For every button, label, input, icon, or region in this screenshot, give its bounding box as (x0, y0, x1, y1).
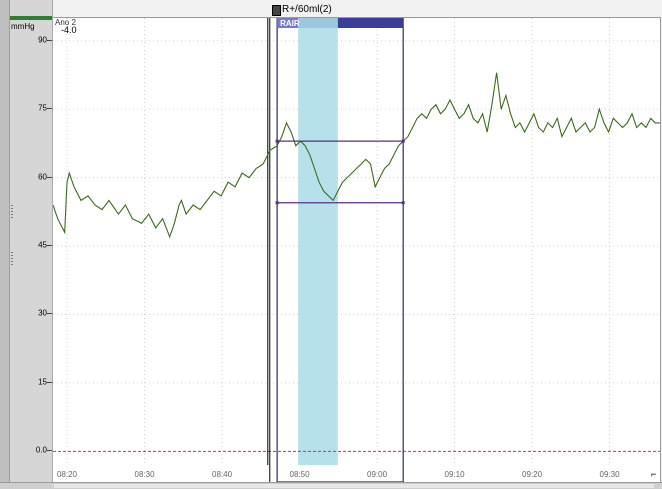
corner-resize-icon[interactable]: ⌐ (651, 469, 657, 479)
event-label: RAIR (280, 19, 300, 28)
y-tick-mark (47, 245, 52, 247)
event-bar-marker[interactable] (337, 18, 404, 28)
plot-area[interactable]: 08:20 08:30 08:40 08:50 09:00 09:10 09:20 09:30… (53, 17, 661, 483)
unit-label: mmHg (11, 22, 35, 31)
x-tick-label: 09:10 (445, 470, 466, 479)
y-tick-label: 45 (38, 240, 47, 250)
y-tick-label: 15 (38, 377, 47, 387)
x-tick-label: 08:50 (290, 470, 311, 479)
bracket-handle[interactable] (275, 139, 279, 143)
resize-grip-icon[interactable] (11, 205, 13, 219)
y-tick-label: 60 (38, 172, 47, 182)
pressure-trace[interactable] (53, 72, 660, 239)
y-tick-mark (47, 313, 52, 315)
x-tick-label: 09:00 (367, 470, 388, 479)
y-tick-mark (47, 450, 52, 452)
y-tick-label: 75 (38, 103, 47, 113)
x-tick-label: 09:30 (600, 470, 621, 479)
comment-marker-icon[interactable] (272, 5, 281, 16)
bracket-handle[interactable] (401, 201, 405, 205)
horizontal-scrollbar[interactable] (0, 482, 662, 489)
pressure-chart[interactable]: 08:20 08:30 08:40 08:50 09:00 09:10 09:20 09:30… (53, 18, 660, 483)
x-tick-label: 08:40 (212, 470, 233, 479)
event-bar-highlight (298, 18, 338, 28)
channel-edge-handle[interactable] (0, 0, 10, 482)
y-axis-panel[interactable] (0, 0, 53, 482)
y-tick-label: 0.0 (35, 445, 47, 455)
x-tick-label: 08:20 (57, 470, 78, 479)
y-tick-mark (47, 39, 52, 41)
y-tick-mark (47, 381, 52, 383)
scrollbar-thumb[interactable] (54, 484, 654, 488)
channel-color-strip (10, 16, 52, 20)
y-tick-label: 90 (38, 35, 47, 45)
event-highlight[interactable] (298, 18, 338, 465)
selection-box[interactable] (276, 18, 404, 483)
channel-name: Ano 2 (55, 18, 76, 27)
y-tick-label: 30 (38, 308, 47, 318)
bracket-handle[interactable] (401, 139, 405, 143)
resize-grip-icon[interactable] (11, 252, 13, 266)
x-tick-label: 08:30 (135, 470, 156, 479)
bracket-handle[interactable] (275, 201, 279, 205)
marker-label[interactable]: R+/60ml(2) (282, 4, 332, 15)
marker-bar: R+/60ml(2) (0, 0, 662, 17)
x-tick-label: 09:20 (522, 470, 543, 479)
y-tick-mark (47, 108, 52, 110)
channel-value: -4.0 (61, 25, 77, 35)
y-tick-mark (47, 176, 52, 178)
